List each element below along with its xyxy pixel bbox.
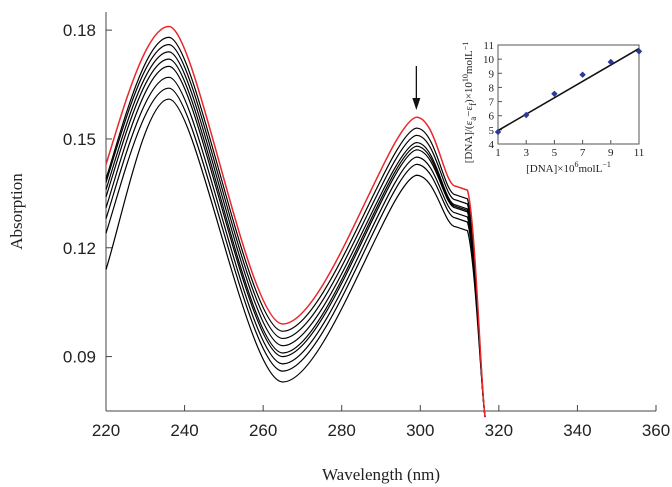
arrow-head bbox=[412, 98, 421, 110]
inset-data-point bbox=[607, 58, 614, 66]
inset-frame bbox=[497, 44, 640, 145]
inset-y-tick-label: 10 bbox=[483, 54, 495, 66]
inset-y-tick-label: 5 bbox=[489, 125, 495, 137]
inset-ylabel-part-3: −ε bbox=[463, 106, 475, 117]
inset-y-tick-label: 8 bbox=[489, 82, 495, 94]
inset-x-axis-label: [DNA]×106molL−1 bbox=[526, 160, 611, 175]
spectra-series bbox=[105, 25, 486, 418]
inset-x-tick-label: 5 bbox=[552, 147, 558, 159]
arrow-annotation bbox=[412, 66, 421, 110]
inset-data-point bbox=[579, 71, 586, 78]
x-tick-label: 280 bbox=[328, 421, 356, 440]
inset-y-ticks: 4 5 6 7 8 9 10 11 bbox=[483, 40, 502, 151]
y-tick-label: 0.18 bbox=[63, 21, 96, 40]
inset-x-tick-label: 3 bbox=[523, 147, 529, 159]
inset-data-point bbox=[523, 111, 530, 119]
inset-xlabel-part-1: [DNA]×10 bbox=[526, 163, 575, 175]
y-axis-label: Absorption bbox=[7, 173, 26, 250]
inset-x-tick-label: 11 bbox=[634, 147, 645, 159]
main-chart: 220 240 260 280 300 320 340 360 0.09 0.12 0.15 0.1… bbox=[7, 12, 670, 484]
inset-y-axis-label: [DNA]/(εa−εf)×1010molL−1 bbox=[461, 42, 478, 164]
inset-y-tick-label: 11 bbox=[483, 40, 494, 52]
spectrum-line bbox=[105, 58, 486, 418]
inset-xlabel-part-2: 6 bbox=[575, 160, 579, 169]
x-tick-label: 300 bbox=[406, 421, 434, 440]
y-tick-label: 0.09 bbox=[63, 348, 96, 367]
y-tick-label: 0.12 bbox=[63, 239, 96, 258]
x-tick-label: 260 bbox=[249, 421, 277, 440]
inset-xlabel-part-3: molL bbox=[579, 163, 603, 175]
inset-y-tick-label: 7 bbox=[489, 97, 495, 109]
inset-xlabel-part-4: −1 bbox=[602, 160, 611, 169]
inset-x-tick-label: 7 bbox=[580, 147, 586, 159]
inset-ylabel-part-2: a bbox=[468, 117, 478, 121]
inset-ylabel-part-7: molL bbox=[463, 50, 475, 74]
inset-x-tick-label: 9 bbox=[608, 147, 614, 159]
inset-data-point bbox=[551, 90, 558, 97]
y-ticks: 0.09 0.12 0.15 0.18 bbox=[63, 21, 112, 367]
spectrum-line bbox=[105, 36, 486, 418]
inset-ylabel-part-8: −1 bbox=[461, 42, 470, 51]
inset-ylabel-part-4: f bbox=[468, 103, 478, 106]
x-tick-label: 240 bbox=[170, 421, 198, 440]
spectrum-line bbox=[105, 51, 486, 418]
inset-x-tick-label: 1 bbox=[495, 147, 501, 159]
x-ticks: 220 240 260 280 300 320 340 360 bbox=[92, 405, 670, 440]
spectrum-line bbox=[105, 65, 486, 418]
inset-y-tick-label: 6 bbox=[489, 111, 495, 123]
inset-y-tick-label: 9 bbox=[489, 68, 495, 80]
inset-x-ticks: 1 3 5 7 9 11 bbox=[495, 140, 644, 159]
inset-data-point bbox=[494, 128, 502, 136]
spectrum-line bbox=[105, 98, 486, 418]
spectrum-line bbox=[105, 44, 486, 418]
inset-points bbox=[494, 48, 643, 136]
inset-fit-line bbox=[497, 47, 640, 132]
inset-ylabel-part-1: [DNA]/(ε bbox=[463, 120, 475, 163]
x-tick-label: 320 bbox=[485, 421, 513, 440]
x-tick-label: 340 bbox=[563, 421, 591, 440]
inset-ylabel-part-6: 10 bbox=[461, 74, 470, 82]
inset-ylabel-part-5: )×10 bbox=[463, 82, 475, 103]
inset-y-tick-label: 4 bbox=[489, 139, 495, 151]
x-tick-label: 220 bbox=[92, 421, 120, 440]
spectrum-line bbox=[105, 25, 486, 418]
inset-data-point bbox=[635, 48, 643, 55]
x-axis-label: Wavelength (nm) bbox=[322, 465, 440, 484]
y-tick-label: 0.15 bbox=[63, 130, 96, 149]
x-tick-label: 360 bbox=[642, 421, 670, 440]
